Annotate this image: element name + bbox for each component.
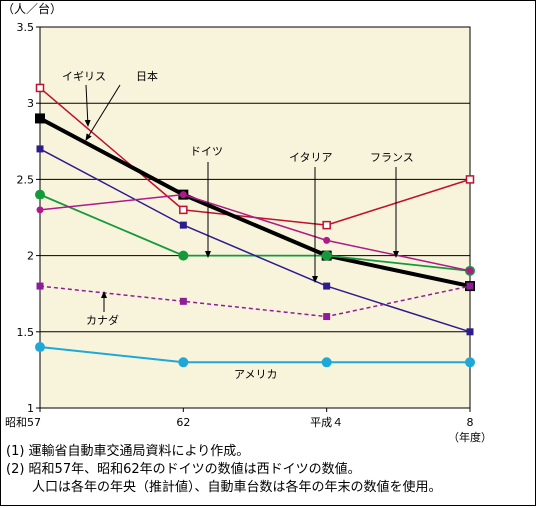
y-tick-label: 2.5	[17, 173, 35, 186]
y-tick-label: 2	[27, 250, 34, 263]
x-tick-label: 昭和57	[5, 416, 41, 429]
data-point	[466, 282, 474, 290]
series-line	[39, 116, 471, 289]
data-point	[179, 297, 187, 305]
data-point	[465, 175, 475, 184]
plot-border	[39, 26, 471, 409]
y-tick-label: 3	[27, 97, 34, 110]
x-axis-suffix: （年度）	[448, 430, 492, 444]
data-point	[36, 282, 44, 290]
data-point	[35, 189, 45, 200]
note-1: (1) 運輸省自動車交通局資料により作成。	[6, 444, 250, 459]
y-tick-label: 1.5	[17, 326, 35, 339]
series-イタリア	[36, 145, 474, 336]
series-label: ドイツ	[190, 145, 223, 158]
series-label: イギリス	[62, 70, 106, 83]
notes: (1) 運輸省自動車交通局資料により作成。 (2) 昭和57年、昭和62年のドイ…	[6, 443, 442, 497]
x-tick-label: 62	[176, 416, 190, 429]
y-tick-label: 3.5	[17, 21, 35, 34]
series-label: カナダ	[86, 313, 119, 327]
series-カナダ	[36, 282, 474, 321]
series-label: アメリカ	[234, 368, 277, 381]
series-アメリカ	[35, 342, 475, 368]
data-point	[179, 205, 188, 215]
data-point	[35, 342, 45, 353]
series-line	[39, 346, 470, 364]
data-point	[466, 267, 474, 275]
data-point	[323, 236, 331, 244]
series-label: イタリア	[289, 151, 333, 164]
label-pointer	[84, 84, 91, 127]
note-3: 人口は各年の年央（推計値）、自動車台数は各年の年末の数値を使用。	[32, 480, 442, 495]
series-label: フランス	[370, 151, 414, 164]
x-tick-label: 平成４	[310, 416, 343, 429]
series-label: 日本	[136, 69, 158, 83]
label-pointer	[85, 84, 121, 141]
data-point	[178, 357, 189, 368]
data-point	[321, 357, 332, 368]
data-point	[35, 83, 45, 93]
data-point	[466, 328, 474, 336]
data-point	[179, 221, 187, 229]
data-point	[179, 191, 187, 199]
data-point	[322, 220, 331, 230]
x-tick-label: 8	[467, 416, 474, 429]
data-point	[323, 313, 331, 321]
data-point	[178, 250, 189, 261]
series-line	[39, 148, 471, 333]
data-point	[36, 145, 44, 153]
note-2: (2) 昭和57年、昭和62年のドイツの数値は西ドイツの数値。	[6, 462, 361, 477]
data-point	[323, 282, 331, 290]
data-point	[465, 357, 475, 368]
data-point	[35, 113, 45, 124]
data-point	[36, 206, 44, 214]
y-unit-label: （人／台）	[2, 2, 63, 16]
y-tick-label: 1	[27, 402, 34, 415]
series-line	[39, 285, 471, 318]
data-point	[321, 250, 332, 261]
